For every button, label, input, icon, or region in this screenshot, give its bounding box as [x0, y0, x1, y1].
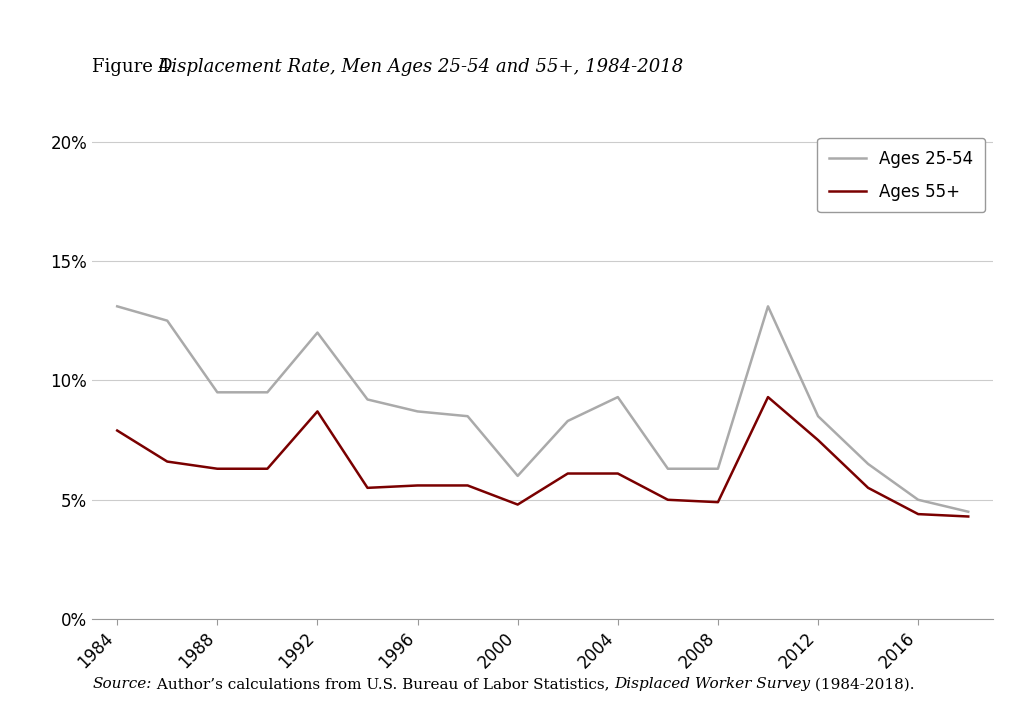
Ages 55+: [712, 498, 724, 506]
Text: Displacement Rate, Men Ages 25-54 and 55+, 1984-2018: Displacement Rate, Men Ages 25-54 and 55…: [158, 58, 684, 76]
Ages 55+: [812, 436, 824, 444]
Ages 25-54: [862, 459, 874, 468]
Ages 25-54: [111, 302, 123, 310]
Ages 25-54: [812, 412, 824, 420]
Text: Figure 4.: Figure 4.: [92, 58, 182, 76]
Text: (1984-2018).: (1984-2018).: [810, 678, 914, 691]
Ages 55+: [512, 500, 524, 509]
Ages 25-54: [412, 407, 424, 415]
Ages 55+: [211, 464, 223, 473]
Text: Source:: Source:: [92, 678, 152, 691]
Ages 25-54: [261, 388, 273, 397]
Ages 55+: [462, 481, 474, 490]
Ages 25-54: [211, 388, 223, 397]
Ages 55+: [662, 495, 674, 504]
Ages 25-54: [311, 328, 324, 337]
Legend: Ages 25-54, Ages 55+: Ages 25-54, Ages 55+: [817, 138, 985, 212]
Ages 55+: [361, 484, 374, 492]
Ages 55+: [611, 469, 624, 478]
Ages 25-54: [662, 464, 674, 473]
Ages 55+: [912, 510, 925, 518]
Ages 25-54: [762, 302, 774, 310]
Ages 25-54: [462, 412, 474, 420]
Line: Ages 55+: Ages 55+: [117, 397, 969, 516]
Ages 55+: [561, 469, 573, 478]
Line: Ages 25-54: Ages 25-54: [117, 306, 969, 512]
Ages 55+: [762, 393, 774, 402]
Text: Displaced Worker Survey: Displaced Worker Survey: [614, 678, 810, 691]
Ages 55+: [862, 484, 874, 492]
Ages 55+: [261, 464, 273, 473]
Text: Author’s calculations from U.S. Bureau of Labor Statistics,: Author’s calculations from U.S. Bureau o…: [152, 678, 614, 691]
Ages 25-54: [561, 417, 573, 426]
Ages 55+: [111, 426, 123, 435]
Ages 25-54: [912, 495, 925, 504]
Ages 55+: [161, 457, 173, 466]
Ages 25-54: [963, 508, 975, 516]
Ages 25-54: [611, 393, 624, 402]
Ages 55+: [311, 407, 324, 415]
Ages 25-54: [512, 472, 524, 480]
Ages 55+: [963, 512, 975, 521]
Ages 25-54: [161, 316, 173, 325]
Ages 25-54: [361, 395, 374, 404]
Ages 25-54: [712, 464, 724, 473]
Ages 55+: [412, 481, 424, 490]
